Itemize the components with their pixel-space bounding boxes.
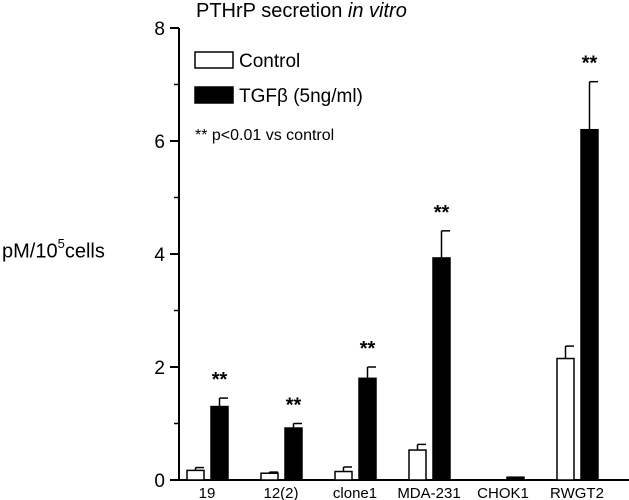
- bar-tgfb: [580, 128, 599, 481]
- legend-swatch-tgfb: [194, 86, 234, 104]
- legend-label-control: Control: [239, 51, 300, 72]
- x-tick-label: MDA-231: [397, 485, 460, 500]
- significance-note: ** p<0.01 vs control: [195, 127, 334, 144]
- x-tick-label: 12(2): [263, 485, 298, 500]
- bar-tgfb: [506, 476, 525, 481]
- x-tick-label: 19: [199, 485, 216, 500]
- y-tick-label: 4: [154, 245, 165, 266]
- x-tick-label: RWGT2: [550, 485, 604, 500]
- y-tick-label: 8: [154, 19, 165, 40]
- bar-tgfb: [284, 427, 303, 481]
- chart-title: PTHrP secretion in vitro: [196, 0, 407, 22]
- bar-tgfb: [358, 377, 377, 481]
- x-tick-label: clone1: [333, 485, 377, 500]
- significance-marker: **: [434, 202, 450, 224]
- significance-marker: **: [286, 395, 302, 417]
- bar-control: [408, 449, 427, 481]
- bar-control: [334, 470, 353, 481]
- y-tick-label: 0: [154, 471, 165, 492]
- bars: ** ** ** ** **: [186, 53, 599, 481]
- y-tick-label: 6: [154, 132, 165, 153]
- bar-tgfb: [210, 405, 229, 481]
- y-tick-label: 2: [154, 358, 165, 379]
- legend-swatch-control: [194, 51, 234, 69]
- significance-marker: **: [582, 53, 598, 75]
- legend: Control TGFβ (5ng/ml) ** p<0.01 vs control: [194, 51, 363, 144]
- axes: 0 2 4 6 8 19 12(2) clone1 MDA-231 CHOK1 RWGT2: [154, 19, 629, 500]
- significance-marker: **: [212, 369, 228, 391]
- bar-control: [260, 472, 279, 481]
- bar-tgfb: [432, 257, 451, 481]
- y-axis-label: pM/105cells: [2, 236, 105, 263]
- x-tick-label: CHOK1: [477, 485, 529, 500]
- significance-marker: **: [360, 338, 376, 360]
- bar-control: [186, 469, 205, 481]
- legend-label-tgfb: TGFβ (5ng/ml): [239, 86, 363, 107]
- bar-control: [556, 357, 575, 481]
